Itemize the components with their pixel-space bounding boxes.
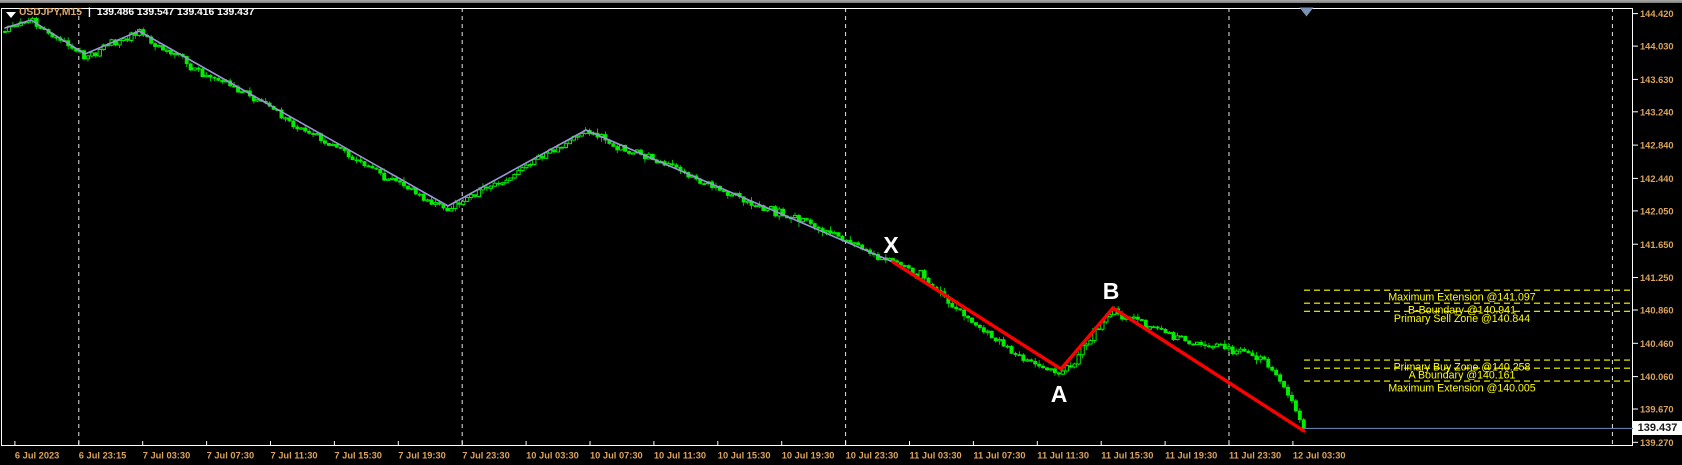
svg-text:144.030: 144.030 xyxy=(1640,42,1674,52)
svg-text:Maximum Extension @141.097: Maximum Extension @141.097 xyxy=(1388,292,1535,304)
svg-text:7 Jul 19:30: 7 Jul 19:30 xyxy=(398,451,446,461)
svg-text:A Boundary @140.161: A Boundary @140.161 xyxy=(1409,370,1516,382)
svg-text:7 Jul 15:30: 7 Jul 15:30 xyxy=(334,451,382,461)
svg-text:7 Jul 03:30: 7 Jul 03:30 xyxy=(143,451,191,461)
svg-text:143.630: 143.630 xyxy=(1640,75,1674,85)
svg-text:143.240: 143.240 xyxy=(1640,107,1674,117)
svg-text:11 Jul 23:30: 11 Jul 23:30 xyxy=(1229,451,1281,461)
svg-text:7 Jul 23:30: 7 Jul 23:30 xyxy=(462,451,510,461)
svg-text:140.060: 140.060 xyxy=(1640,372,1674,382)
svg-text:6 Jul 23:15: 6 Jul 23:15 xyxy=(79,451,127,461)
svg-text:A: A xyxy=(1051,381,1068,407)
svg-text:10 Jul 19:30: 10 Jul 19:30 xyxy=(782,451,835,461)
svg-text:10 Jul 07:30: 10 Jul 07:30 xyxy=(590,451,643,461)
svg-text:11 Jul 03:30: 11 Jul 03:30 xyxy=(910,451,962,461)
svg-text:10 Jul 23:30: 10 Jul 23:30 xyxy=(846,451,899,461)
svg-text:11 Jul 11:30: 11 Jul 11:30 xyxy=(1037,451,1089,461)
svg-text:11 Jul 19:30: 11 Jul 19:30 xyxy=(1165,451,1217,461)
svg-text:12 Jul 03:30: 12 Jul 03:30 xyxy=(1293,451,1346,461)
svg-text:142.050: 142.050 xyxy=(1640,207,1674,217)
svg-text:6 Jul 2023: 6 Jul 2023 xyxy=(15,451,59,461)
svg-text:B: B xyxy=(1103,278,1120,304)
svg-text:141.250: 141.250 xyxy=(1640,273,1674,283)
svg-text:7 Jul 11:30: 7 Jul 11:30 xyxy=(271,451,318,461)
svg-text:Primary Sell Zone @140.844: Primary Sell Zone @140.844 xyxy=(1394,313,1530,325)
svg-text:10 Jul 03:30: 10 Jul 03:30 xyxy=(526,451,579,461)
svg-text:139.270: 139.270 xyxy=(1640,438,1674,448)
svg-text:11 Jul 15:30: 11 Jul 15:30 xyxy=(1101,451,1153,461)
svg-text:X: X xyxy=(883,232,899,258)
svg-text:144.420: 144.420 xyxy=(1640,9,1674,19)
svg-text:140.860: 140.860 xyxy=(1640,306,1674,316)
svg-text:Maximum Extension @140.005: Maximum Extension @140.005 xyxy=(1388,383,1535,395)
svg-text:139.670: 139.670 xyxy=(1640,405,1674,415)
svg-text:7 Jul 07:30: 7 Jul 07:30 xyxy=(207,451,255,461)
svg-text:11 Jul 07:30: 11 Jul 07:30 xyxy=(973,451,1025,461)
svg-text:10 Jul 11:30: 10 Jul 11:30 xyxy=(654,451,706,461)
svg-text:10 Jul 15:30: 10 Jul 15:30 xyxy=(718,451,771,461)
svg-text:142.840: 142.840 xyxy=(1640,141,1674,151)
svg-text:142.440: 142.440 xyxy=(1640,174,1674,184)
svg-text:141.650: 141.650 xyxy=(1640,240,1674,250)
svg-text:140.460: 140.460 xyxy=(1640,339,1674,349)
